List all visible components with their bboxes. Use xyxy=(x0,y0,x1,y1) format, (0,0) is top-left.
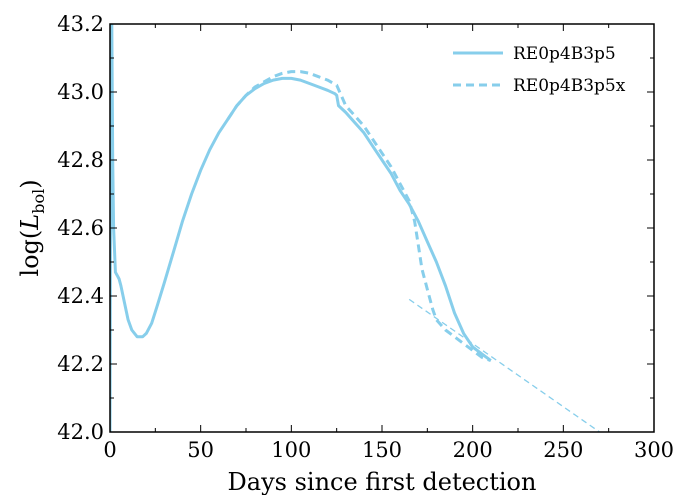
y-tick-label: 42.6 xyxy=(57,216,104,240)
series-line-thin-dashed xyxy=(408,298,600,432)
y-tick-label: 42.4 xyxy=(57,284,104,308)
y-axis-label-suffix: ) xyxy=(16,179,44,188)
y-axis-label-variable: L xyxy=(16,214,44,231)
y-axis-label-subscript: bol xyxy=(29,189,48,214)
plot-lines xyxy=(110,24,600,432)
series-line-dashed xyxy=(226,70,492,363)
legend: RE0p4B3p5 RE0p4B3p5x xyxy=(453,44,626,96)
x-tick-label: 50 xyxy=(187,438,214,462)
y-tick-label: 43.0 xyxy=(57,80,104,104)
y-tick-label: 42.0 xyxy=(57,420,104,444)
series-line-solid xyxy=(110,24,492,432)
y-axis-label: log(Lbol) xyxy=(16,179,48,276)
y-tick-label: 42.8 xyxy=(57,148,104,172)
legend-label-dashed: RE0p4B3p5x xyxy=(513,76,626,96)
x-tick-label: 300 xyxy=(634,438,674,462)
x-tick-label: 200 xyxy=(453,438,493,462)
x-tick-label: 0 xyxy=(103,438,116,462)
x-tick-label: 250 xyxy=(543,438,583,462)
y-tick-label: 42.2 xyxy=(57,352,104,376)
x-tick-label: 100 xyxy=(271,438,311,462)
legend-label-solid: RE0p4B3p5 xyxy=(513,44,616,64)
y-axis-label-prefix: log( xyxy=(16,230,44,277)
tick-marks xyxy=(109,23,655,433)
x-tick-label: 150 xyxy=(362,438,402,462)
y-tick-label: 43.2 xyxy=(57,12,104,36)
tick-labels: 0 50 100 150 200 250 300 42.0 42.2 42.4 42.6 42.8 43… xyxy=(57,12,674,462)
x-axis-label: Days since first detection xyxy=(228,468,537,495)
